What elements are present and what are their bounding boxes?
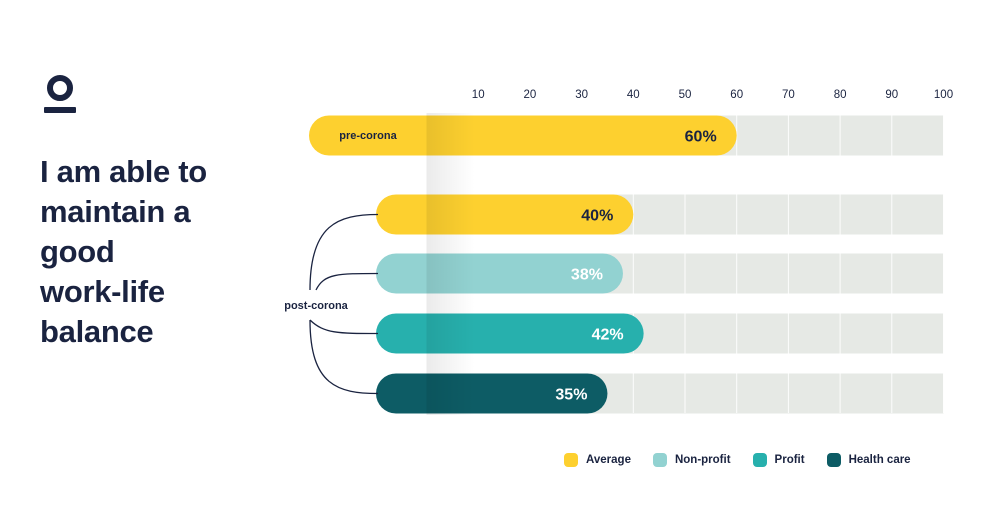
legend-swatch: [826, 453, 841, 467]
x-axis-ticks: 10 20 30 40 50 60 70 80 90 100: [472, 89, 953, 101]
value-label: 38%: [571, 267, 603, 284]
title-line: maintain a: [40, 194, 191, 229]
connector-line: [309, 319, 379, 335]
zero-axis-shadow: [426, 113, 475, 415]
value-label: 42%: [592, 327, 624, 344]
tick-label: 50: [679, 89, 692, 101]
logo-icon: [44, 75, 76, 113]
legend-label: Non-profit: [674, 454, 731, 466]
value-label: 60%: [685, 129, 717, 146]
title-line: I am able to: [40, 154, 207, 189]
title-line: good: [40, 234, 115, 269]
legend-label: Average: [586, 454, 631, 466]
tick-label: 40: [627, 89, 640, 101]
page-title: I am able to maintain a good work-life b…: [40, 152, 270, 352]
value-label: 35%: [555, 387, 587, 404]
legend-swatch: [564, 453, 578, 467]
tick-label: 100: [934, 89, 953, 101]
tick-label: 70: [782, 89, 795, 101]
tick-label: 90: [885, 89, 898, 101]
tick-label: 60: [730, 89, 743, 101]
bar-value-labels: 60% 40% 38% 42% 35%: [555, 129, 716, 404]
connector-line: [309, 213, 379, 291]
legend-swatch: [752, 453, 767, 467]
legend-item-average: Average: [564, 453, 631, 467]
tick-label: 20: [524, 89, 537, 101]
group-label-post: post-corona: [284, 300, 348, 312]
legend-label: Health care: [848, 454, 911, 466]
title-line: balance: [40, 314, 154, 349]
legend-swatch: [652, 453, 667, 467]
group-label-pre: pre-corona: [339, 130, 397, 142]
axis-shadow: [426, 113, 475, 415]
legend-item-profit: Profit: [752, 453, 805, 467]
group-connectors: [309, 213, 379, 395]
legend-item-non-profit: Non-profit: [652, 453, 731, 467]
connector-line: [315, 272, 379, 291]
legend-item-health-care: Health care: [826, 453, 911, 467]
legend: Average Non-profit Profit Health care: [564, 451, 911, 469]
value-label: 40%: [581, 208, 613, 225]
tick-label: 30: [575, 89, 588, 101]
tick-label: 80: [834, 89, 847, 101]
legend-label: Profit: [774, 454, 805, 466]
bar-average: [309, 115, 737, 156]
title-line: work-life: [40, 274, 165, 309]
connector-line: [309, 319, 379, 395]
tick-label: 10: [472, 89, 485, 101]
